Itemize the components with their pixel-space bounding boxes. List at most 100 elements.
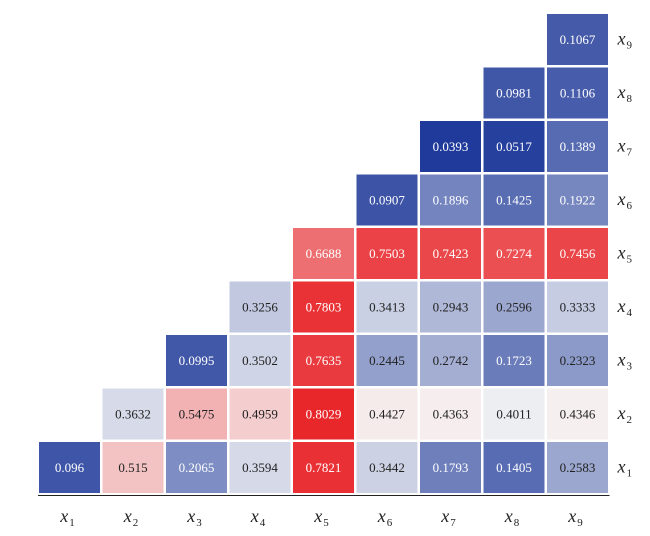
heatmap-cell	[293, 388, 354, 440]
y-tick-label: x1	[617, 457, 633, 480]
heatmap-cell	[547, 14, 608, 65]
cell-value-label: 0.4427	[369, 407, 405, 422]
heatmap-cell	[229, 335, 291, 386]
cell-value-label: 0.3413	[369, 300, 405, 315]
y-tick-label: x6	[617, 189, 633, 212]
heatmap-cell	[547, 281, 608, 333]
cell-value-label: 0.1793	[433, 460, 469, 475]
cell-value-label: 0.3256	[242, 300, 278, 315]
cell-value-label: 0.7635	[306, 353, 342, 368]
cell-value-label: 0.7503	[369, 246, 405, 261]
cell-value-label: 0.1405	[496, 460, 532, 475]
heatmap-cell	[420, 442, 481, 493]
heatmap-cell	[356, 388, 418, 440]
heatmap-cell	[483, 174, 545, 226]
cell-value-label: 0.1922	[560, 193, 596, 208]
heatmap-cell	[293, 442, 354, 493]
cell-value-label: 0.0981	[496, 86, 532, 101]
cell-value-label: 0.3594	[242, 460, 278, 475]
y-tick-label: x2	[617, 403, 633, 426]
cell-value-label: 0.8029	[306, 407, 342, 422]
cell-value-label: 0.0393	[433, 139, 469, 154]
cell-value-label: 0.1389	[560, 139, 596, 154]
heatmap-cell	[356, 442, 418, 493]
cell-value-label: 0.5475	[179, 407, 215, 422]
cell-value-label: 0.2065	[179, 460, 215, 475]
y-axis: x1 x2 x3 x4 x5 x6 x7 x8 x9	[617, 29, 633, 480]
heatmap-cell	[293, 281, 354, 333]
cell-value-label: 0.2445	[369, 353, 405, 368]
x-tick-label: x6	[377, 506, 393, 529]
heatmap-cell	[229, 442, 291, 493]
x-tick-label: x9	[567, 506, 583, 529]
cell-value-label: 0.0517	[496, 139, 532, 154]
cell-value-label: 0.4959	[242, 407, 278, 422]
heatmap-cell	[547, 228, 608, 279]
y-tick-label: x9	[617, 29, 633, 52]
heatmap-cell	[547, 388, 608, 440]
heatmap-cell	[102, 388, 164, 440]
heatmap-cell	[483, 228, 545, 279]
heatmap-cell	[166, 335, 227, 386]
cell-value-label: 0.1723	[496, 353, 532, 368]
cell-value-label: 0.3442	[369, 460, 405, 475]
cell-value-label: 0.7423	[433, 246, 469, 261]
heatmap-cell	[547, 67, 608, 119]
cell-value-label: 0.0907	[369, 193, 405, 208]
heatmap-cell	[420, 335, 481, 386]
heatmap-cell	[483, 442, 545, 493]
cell-value-label: 0.7456	[560, 246, 596, 261]
cell-value-label: 0.6688	[306, 246, 342, 261]
heatmap-cell	[39, 442, 100, 493]
cell-value-label: 0.2323	[560, 353, 596, 368]
x-tick-label: x8	[504, 506, 520, 529]
x-tick-label: x2	[123, 506, 139, 529]
cell-value-label: 0.2742	[433, 353, 469, 368]
heatmap-cell	[483, 388, 545, 440]
cell-value-label: 0.515	[118, 460, 147, 475]
cell-value-label: 0.7821	[306, 460, 342, 475]
heatmap-cell	[547, 121, 608, 172]
heatmap-cell	[420, 281, 481, 333]
heatmap-cell	[547, 442, 608, 493]
cell-value-label: 0.4363	[433, 407, 469, 422]
x-tick-label: x1	[59, 506, 75, 529]
x-axis: x1 x2 x3 x4 x5 x6 x7 x8 x9	[38, 495, 610, 529]
cell-value-label: 0.7274	[496, 246, 532, 261]
x-tick-label: x3	[186, 506, 202, 529]
heatmap-cell	[293, 335, 354, 386]
y-tick-label: x5	[617, 243, 633, 266]
heatmap-cell	[293, 228, 354, 279]
cell-value-label: 0.0995	[179, 353, 215, 368]
cell-value-label: 0.4346	[560, 407, 596, 422]
cell-value-label: 0.3632	[115, 407, 151, 422]
x-tick-label: x7	[440, 506, 456, 529]
heatmap-cell	[483, 67, 545, 119]
cell-value-label: 0.096	[55, 460, 85, 475]
heatmap-cell	[166, 388, 227, 440]
heatmap-cell	[483, 281, 545, 333]
y-tick-label: x7	[617, 136, 633, 159]
cell-value-label: 0.2596	[496, 300, 532, 315]
cell-value-label: 0.3333	[560, 300, 596, 315]
cell-value-label: 0.1106	[560, 86, 596, 101]
cell-value-label: 0.1067	[560, 32, 596, 47]
heatmap-cell	[102, 442, 164, 493]
x-tick-label: x5	[313, 506, 329, 529]
heatmap-cell	[420, 121, 481, 172]
cell-value-label: 0.7803	[306, 300, 342, 315]
heatmap-cell	[229, 281, 291, 333]
heatmap-cell	[420, 388, 481, 440]
heatmap-cell	[356, 174, 418, 226]
heatmap-cell	[229, 388, 291, 440]
cell-value-label: 0.1425	[496, 193, 532, 208]
heatmap-cell	[547, 174, 608, 226]
cell-value-label: 0.2583	[560, 460, 596, 475]
heatmap-cell	[166, 442, 227, 493]
heatmap-cell	[356, 335, 418, 386]
heatmap-cell	[420, 228, 481, 279]
heatmap-cells: 0.096 0.515 0.2065 0.3594 0.7821 0.3442 0.1793…	[39, 14, 608, 493]
heatmap-cell	[356, 281, 418, 333]
cell-value-label: 0.1896	[433, 193, 469, 208]
